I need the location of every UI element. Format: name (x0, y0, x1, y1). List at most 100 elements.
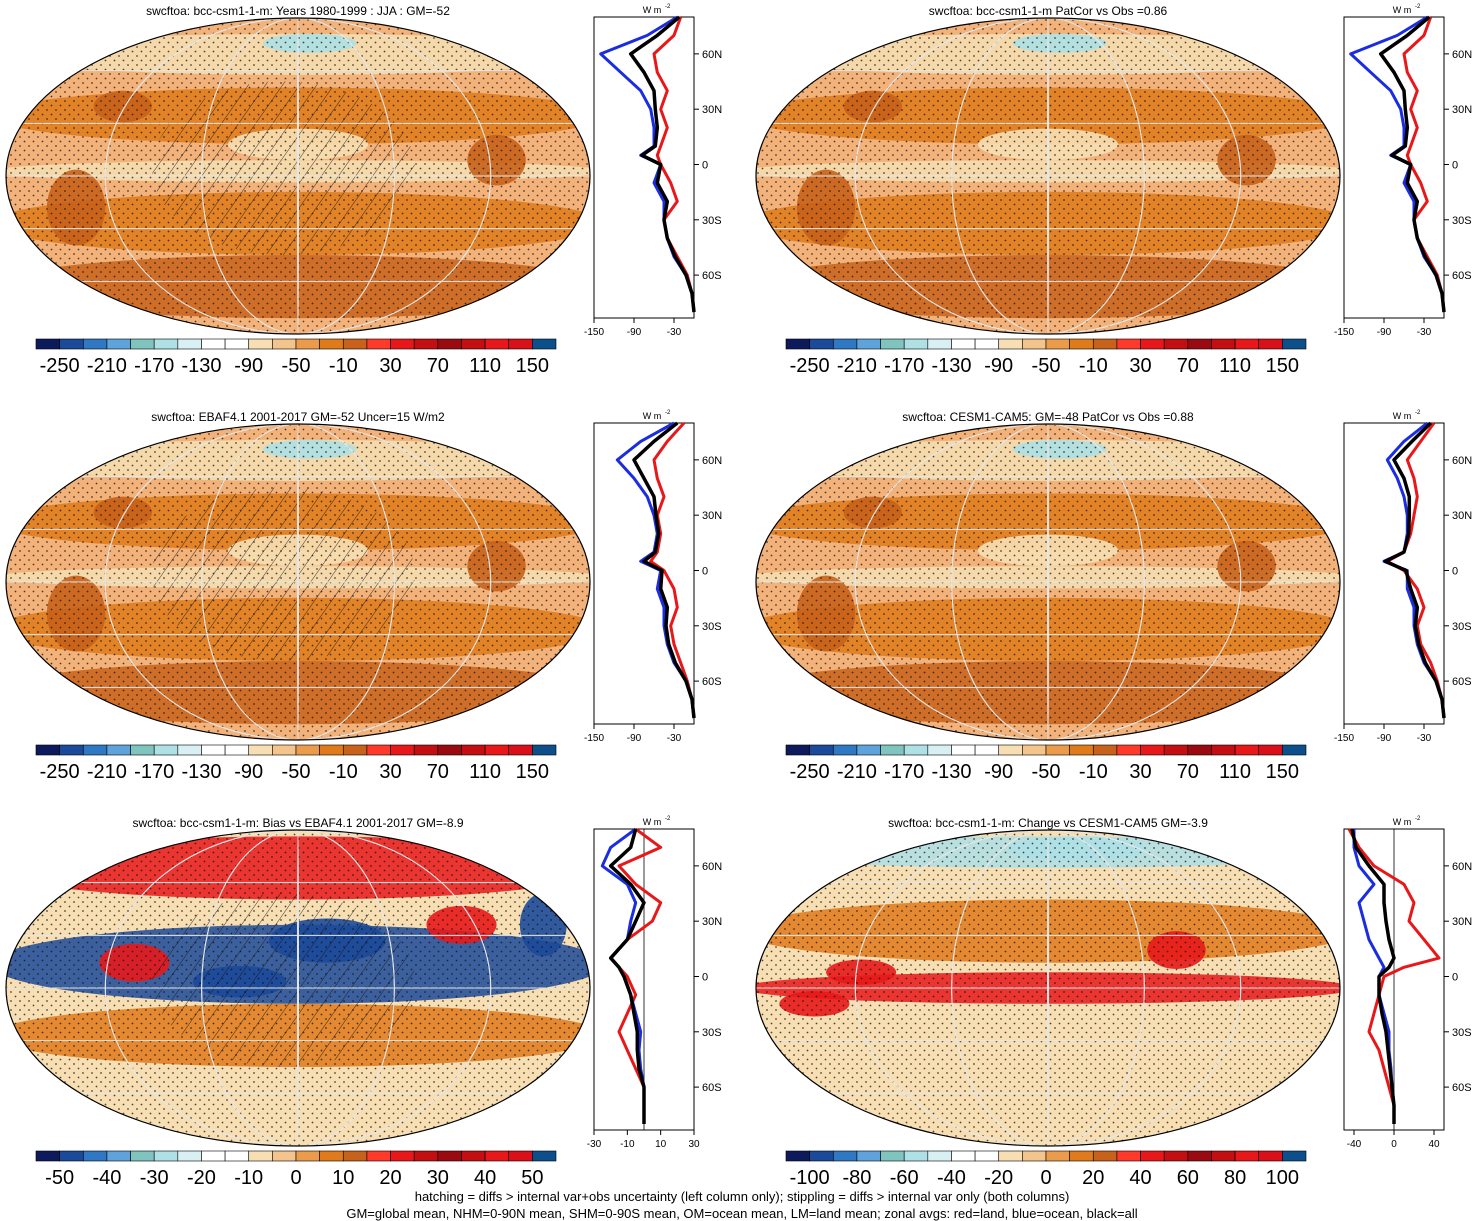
panels-layer: swcftoa: bcc-csm1-1-m: Years 1980-1999 :… (5, 4, 1472, 1189)
colorbar-box (1187, 744, 1212, 756)
colorbar-box (272, 1150, 297, 1162)
zonal-x-tick-label: 10 (655, 1139, 667, 1150)
colorbar-label: -210 (837, 761, 877, 783)
colorbar-box (319, 1150, 344, 1162)
colorbar-box (1234, 744, 1260, 756)
colorbar-box (1069, 744, 1094, 756)
colorbar-label: -90 (984, 355, 1013, 377)
zonal-line-all (632, 421, 696, 719)
colorbar-box (319, 338, 344, 350)
zonal-unit-exponent: -2 (1415, 4, 1421, 10)
colorbar-box (1234, 338, 1260, 350)
meridian-line (1047, 18, 1049, 334)
colorbar-label: 30 (1129, 761, 1151, 783)
colorbar-box (177, 1150, 202, 1162)
zonal-line-all (1350, 828, 1396, 1124)
zonal-unit-exponent: -2 (665, 816, 671, 822)
colorbar-box (951, 338, 976, 350)
zonal-lat-label: 30S (1452, 621, 1472, 633)
colorbar-box (1140, 338, 1165, 350)
colorbar-label: -10 (1079, 761, 1108, 783)
colorbar-label: -40 (937, 1167, 966, 1189)
meridian-line (201, 424, 395, 740)
colorbar-box (998, 338, 1023, 350)
zonal-unit-label: W m (643, 411, 662, 421)
zonal-lat-label: 0 (702, 565, 708, 577)
colorbar-box (508, 338, 533, 350)
colorbar-box (437, 338, 462, 350)
colorbar-box (1234, 1150, 1260, 1162)
colorbar-box (998, 744, 1023, 756)
map-field (6, 424, 590, 740)
map-field (756, 424, 1340, 740)
colorbar-box (903, 338, 929, 350)
colorbar-box (272, 744, 297, 756)
colorbar-label: -10 (1079, 355, 1108, 377)
colorbar-box (413, 744, 439, 756)
zonal-unit-label: W m (1393, 411, 1412, 421)
colorbar-box (927, 744, 952, 756)
colorbar-label: -40 (92, 1167, 121, 1189)
colorbar-box (106, 1150, 131, 1162)
zonal-x-tick-label: -150 (584, 327, 604, 338)
zonal-x-tick-label: -30 (1417, 733, 1432, 744)
colorbar-box (484, 1150, 510, 1162)
colorbar-box (1140, 744, 1165, 756)
colorbar-label: 70 (427, 761, 449, 783)
colorbar-box (177, 338, 202, 350)
zonal-unit-label: W m (1393, 817, 1412, 827)
panel-title: swcftoa: bcc-csm1-1-m: Bias vs EBAF4.1 2… (132, 816, 463, 830)
colorbar-label: -50 (1032, 761, 1061, 783)
footer-note-hatching: hatching = diffs > internal var+obs unce… (415, 1189, 1070, 1204)
colorbar-label: 110 (469, 761, 501, 783)
panel-p2: swcftoa: bcc-csm1-1-m PatCor vs Obs =0.8… (755, 4, 1472, 377)
colorbar-box (1092, 1150, 1118, 1162)
colorbar-box (785, 1150, 810, 1162)
zonal-x-tick-label: -90 (1377, 733, 1392, 744)
colorbar-label: 150 (516, 761, 549, 783)
zonal-lat-label: 60S (702, 1082, 722, 1094)
colorbar-label: 60 (1177, 1167, 1199, 1189)
colorbar-box (1116, 338, 1141, 350)
footer-note-definitions: GM=global mean, NHM=0-90N mean, SHM=0-90… (346, 1206, 1137, 1221)
colorbar-box (880, 1150, 905, 1162)
colorbar-box (484, 338, 510, 350)
colorbar-label: -170 (884, 761, 924, 783)
map-border (5, 829, 591, 1147)
zonal-plot-frame (1343, 422, 1445, 725)
colorbar-box (366, 1150, 391, 1162)
colorbar-box (82, 338, 108, 350)
colorbar-label: 110 (1219, 761, 1251, 783)
zonal-line-all (608, 828, 646, 1124)
meridian-line (104, 424, 492, 740)
meridian-line (951, 18, 1145, 334)
colorbar-label: -90 (234, 761, 263, 783)
panel-title: swcftoa: EBAF4.1 2001-2017 GM=-52 Uncer=… (151, 410, 445, 424)
zonal-line-all (628, 15, 696, 313)
colorbar-label: 110 (469, 355, 501, 377)
colorbar-label: -250 (790, 761, 830, 783)
colorbar-label: -10 (329, 761, 358, 783)
colorbar-box (1282, 1150, 1307, 1162)
zonal-lat-label: 60S (702, 270, 722, 282)
zonal-lat-label: 30S (702, 621, 722, 633)
colorbar-box (508, 744, 533, 756)
colorbar-label: 30 (379, 761, 401, 783)
colorbar-box (59, 744, 84, 756)
zonal-x-tick-label: -150 (1334, 733, 1354, 744)
zonal-x-tick-label: -40 (1347, 1139, 1362, 1150)
colorbar-label: -250 (790, 355, 830, 377)
meridian-line (201, 830, 395, 1146)
colorbar-box (1163, 744, 1189, 756)
map-border (755, 829, 1341, 1147)
colorbar-box (1258, 338, 1283, 350)
colorbar-box (59, 338, 84, 350)
zonal-lat-label: 30N (702, 104, 722, 116)
colorbar-box (1045, 744, 1070, 756)
colorbar-box (413, 338, 439, 350)
meridian-line (297, 18, 299, 334)
colorbar-box (903, 1150, 929, 1162)
meridian-line (854, 424, 1242, 740)
colorbar-box (484, 744, 510, 756)
colorbar-label: -170 (134, 355, 174, 377)
